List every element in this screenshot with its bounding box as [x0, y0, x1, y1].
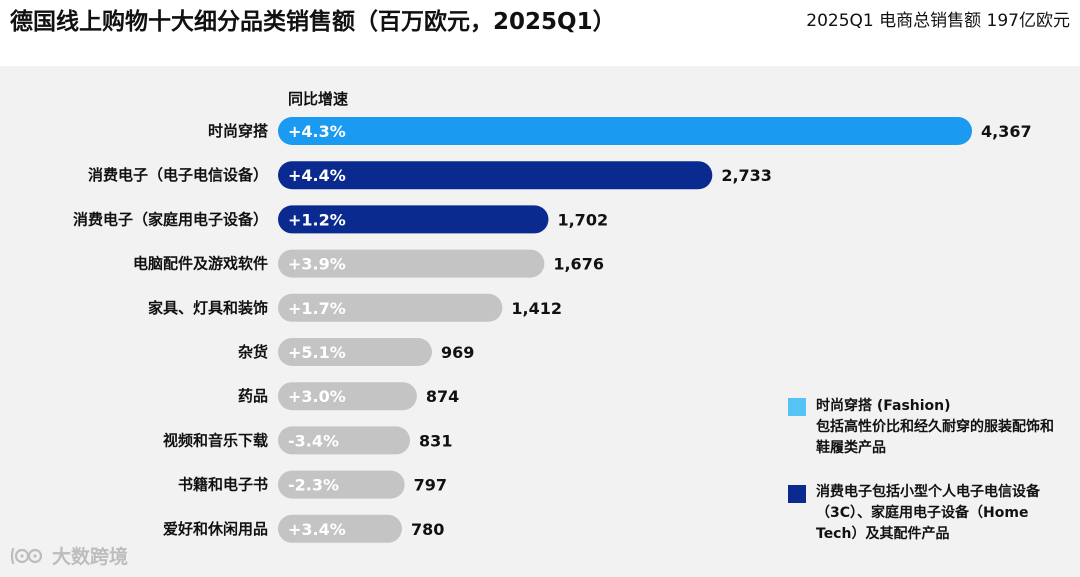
bar-4 [278, 293, 503, 322]
value-label: 1,412 [511, 299, 562, 318]
bar-6 [278, 382, 417, 411]
category-label: 爱好和休闲用品 [163, 520, 268, 538]
growth-label: -3.4% [288, 431, 339, 450]
legend-fashion-title: 时尚穿搭 (Fashion) [816, 398, 951, 414]
growth-label: +5.1% [288, 343, 346, 362]
growth-label: +3.0% [288, 387, 346, 406]
bar-9 [278, 514, 402, 543]
category-label: 电脑配件及游戏软件 [133, 255, 268, 273]
value-label: 831 [419, 431, 452, 450]
value-label: 1,676 [553, 255, 604, 274]
value-label: 797 [414, 476, 447, 495]
value-label: 780 [411, 520, 444, 539]
total-sales-subtitle: 2025Q1 电商总销售额 197亿欧元 [806, 11, 1070, 31]
bar-7 [278, 426, 411, 455]
category-label: 视频和音乐下载 [163, 431, 268, 449]
legend-electronics-text: 消费电子包括小型个人电子电信设备（3C）、家庭用电子设备（Home Tech）及… [816, 484, 1040, 542]
growth-label: +4.3% [288, 122, 346, 141]
category-label: 时尚穿搭 [208, 122, 268, 140]
bar-3 [278, 249, 545, 278]
legend-fashion-text: 包括高性价比和经久耐穿的服装配饰和鞋履类产品 [816, 419, 1054, 456]
value-label: 874 [426, 387, 459, 406]
chart-title: 德国线上购物十大细分品类销售额（百万欧元，2025Q1） [10, 9, 616, 35]
category-label: 药品 [238, 387, 268, 405]
watermark-text: 大数跨境 [52, 546, 129, 568]
value-label: 4,367 [981, 122, 1032, 141]
value-label: 1,702 [557, 210, 608, 229]
growth-label: +3.4% [288, 520, 346, 539]
growth-label: -2.3% [288, 476, 339, 495]
watermark-logo-icon [10, 547, 43, 564]
legend-fashion-swatch [788, 398, 806, 416]
bar-8 [278, 470, 405, 499]
growth-label: +4.4% [288, 166, 346, 185]
legend-electronics-swatch [788, 485, 806, 503]
growth-header: 同比增速 [288, 90, 348, 108]
category-label: 杂货 [238, 343, 268, 361]
value-label: 969 [441, 343, 474, 362]
growth-label: +3.9% [288, 255, 346, 274]
bar-1 [278, 161, 713, 190]
watermark: 大数跨境 [10, 542, 128, 569]
growth-label: +1.2% [288, 210, 346, 229]
growth-label: +1.7% [288, 299, 346, 318]
bar-0 [278, 117, 972, 145]
value-label: 2,733 [721, 166, 772, 185]
category-label: 家具、灯具和装饰 [148, 299, 268, 317]
bar-2 [278, 205, 549, 234]
category-label: 消费电子（电子电信设备） [88, 166, 268, 184]
bar-5 [278, 338, 432, 366]
category-label: 消费电子（家庭用电子设备） [73, 210, 268, 228]
chart-panel [0, 66, 1080, 577]
category-label: 书籍和电子书 [178, 476, 268, 494]
